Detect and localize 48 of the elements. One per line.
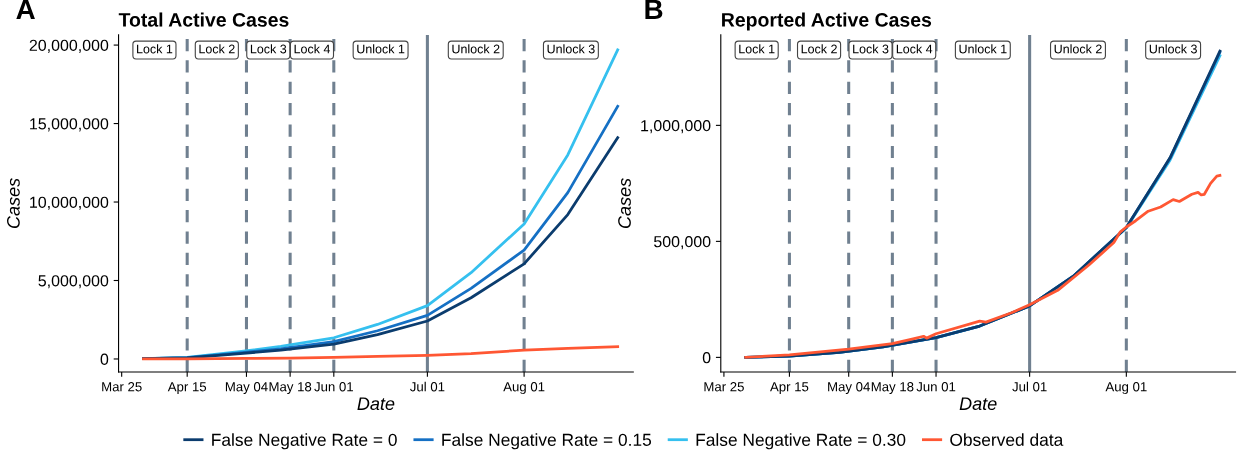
annotation: Lock 2: [199, 44, 235, 54]
x-tick-label: Aug 01: [503, 382, 545, 395]
x-tick-label: Apr 15: [770, 382, 809, 395]
chart-title: Total Active Cases: [118, 12, 289, 27]
y-tick-label: 10,000,000: [30, 196, 109, 210]
x-tick-label: Apr 15: [167, 382, 207, 395]
annotation: Unlock 3: [1149, 44, 1197, 54]
y-tick-label: 0: [702, 352, 711, 364]
annotation: Lock 3: [250, 44, 287, 54]
y-tick-label: 0: [100, 353, 109, 365]
legend-label: False Negative Rate = 0.30: [696, 433, 906, 450]
annotation: Unlock 2: [1054, 44, 1102, 54]
x-axis-title: Date: [357, 397, 395, 411]
y-tick-label: 15,000,000: [30, 118, 109, 132]
x-tick-label: Mar 25: [102, 382, 142, 392]
x-tick-label: Mar 25: [704, 382, 744, 392]
annotation: Lock 1: [137, 44, 173, 54]
x-tick-label: Jul 01: [1012, 381, 1047, 392]
x-tick-label: May 18: [269, 382, 312, 395]
text: A: [16, 0, 35, 19]
legend-label: False Negative Rate = 0: [212, 433, 397, 450]
x-tick-label: Jun 01: [916, 382, 956, 392]
annotation: Unlock 1: [959, 44, 1007, 54]
x-tick-label: Jul 01: [410, 381, 445, 392]
annotation: Lock 4: [896, 44, 933, 54]
annotation: Lock 3: [853, 44, 889, 54]
y-tick-label: 500,000: [653, 236, 711, 250]
y-axis-title: Cases: [7, 178, 20, 229]
annotation: Lock 4: [294, 44, 331, 54]
x-axis-title: Date: [959, 397, 997, 411]
annotation: Unlock 1: [357, 44, 405, 54]
annotation: Lock 2: [801, 44, 837, 54]
x-tick-label: Aug 01: [1105, 382, 1147, 395]
y-tick-label: 5,000,000: [38, 275, 109, 289]
legend-label: False Negative Rate = 0.15: [442, 433, 652, 450]
y-tick-label: 1,000,000: [641, 120, 711, 134]
x-tick-label: Jun 01: [314, 382, 353, 392]
chart-title: Reported Active Cases: [722, 12, 932, 31]
x-tick-label: May 04: [828, 382, 870, 395]
y-tick-label: 20,000,000: [29, 39, 109, 53]
legend-label: Observed data: [950, 433, 1064, 446]
text: B: [645, 0, 663, 19]
x-tick-label: May 18: [871, 382, 914, 395]
annotation: Unlock 2: [452, 44, 500, 54]
x-tick-label: May 04: [225, 382, 268, 395]
annotation: Lock 1: [739, 44, 775, 54]
y-axis-title: Cases: [618, 178, 631, 229]
annotation: Unlock 3: [547, 44, 595, 54]
